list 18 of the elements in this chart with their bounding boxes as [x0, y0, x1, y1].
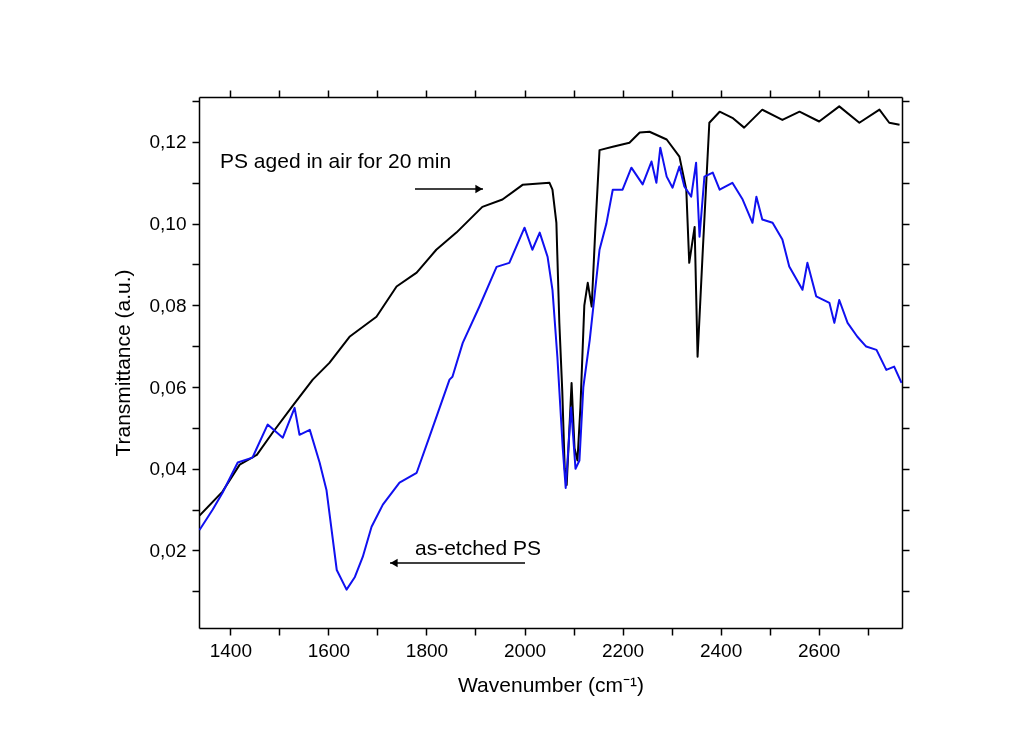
y-tick-label: 0,08: [149, 294, 187, 316]
annotation: as-etched PS: [415, 536, 542, 559]
x-tick-label: 1600: [307, 639, 351, 661]
x-tick-label: 2200: [601, 639, 645, 661]
x-tick-label: 2600: [798, 639, 841, 661]
x-tick-label: 1400: [209, 639, 253, 661]
x-tick-label: 1800: [405, 639, 449, 661]
annotation: PS aged in air for 20 min: [220, 149, 452, 172]
x-axis-title: Wavenumber (cm⁻¹): [458, 672, 644, 696]
y-tick-label: 0,04: [149, 458, 187, 480]
x-tick-label: 2400: [699, 639, 743, 661]
y-tick-label: 0,02: [149, 539, 187, 561]
line-series: [199, 146, 902, 591]
y-tick-label: 0,12: [149, 131, 187, 153]
y-tick-label: 0,06: [149, 376, 187, 398]
y-tick-label: 0,10: [149, 213, 187, 235]
y-axis-title: Transmittance (a.u.): [110, 269, 134, 457]
x-tick-label: 2000: [503, 639, 547, 661]
